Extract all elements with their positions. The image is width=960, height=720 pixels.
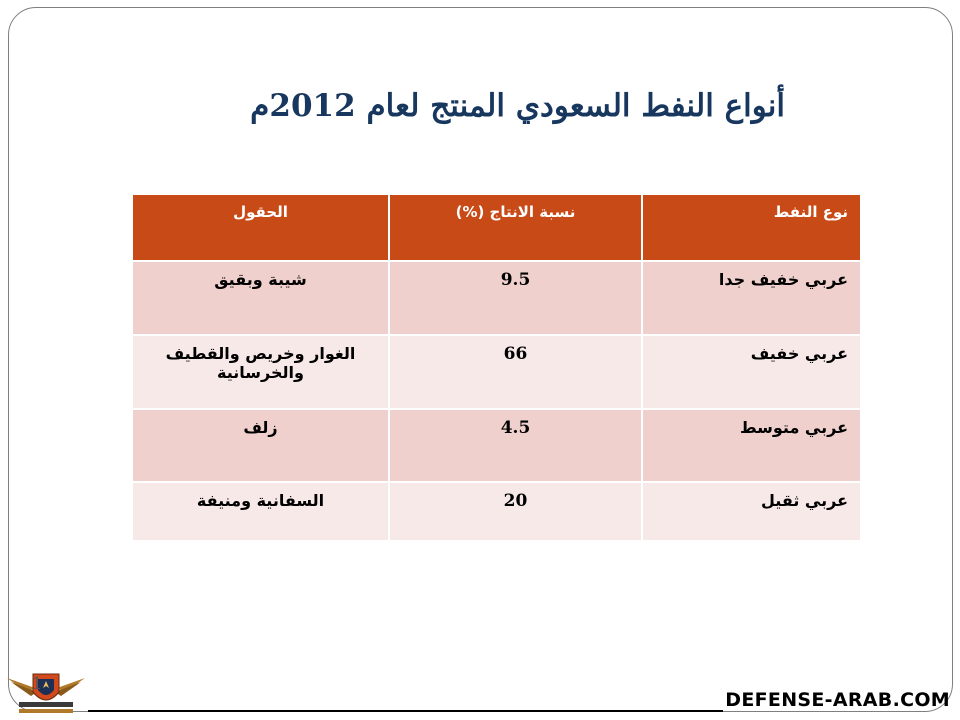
header-fields: الحقول [133, 195, 389, 261]
cell-fields: الغوار وخريص والقطيف والخرسانية [133, 334, 389, 409]
table-row: عربي ثقيل 20 السفانية ومنيفة [133, 481, 860, 540]
header-production-percentage: نسبة الانتاج (%) [388, 195, 642, 261]
slide-title: أنواع النفط السعودي المنتج لعام 2012م [250, 88, 785, 124]
table-row: عربي متوسط 4.5 زلف [133, 408, 860, 482]
cell-fields: شيبة وبقيق [133, 260, 389, 335]
oil-types-table: نوع النفط نسبة الانتاج (%) الحقول عربي خ… [133, 195, 860, 540]
arab-defense-forum-logo-icon [7, 673, 85, 713]
cell-percentage: 66 [388, 334, 642, 409]
cell-oil-type: عربي ثقيل [641, 481, 860, 540]
cell-oil-type: عربي خفيف [641, 334, 860, 409]
page-number: 1 [31, 674, 43, 694]
table-row: عربي خفيف 66 الغوار وخريص والقطيف والخرس… [133, 334, 860, 409]
cell-percentage: 9.5 [388, 260, 642, 335]
cell-fields: زلف [133, 408, 389, 482]
cell-percentage: 4.5 [388, 408, 642, 482]
table-header-row: نوع النفط نسبة الانتاج (%) الحقول [133, 195, 860, 261]
header-oil-type: نوع النفط [641, 195, 860, 261]
table-row: عربي خفيف جدا 9.5 شيبة وبقيق [133, 260, 860, 335]
site-brand: DEFENSE-ARAB.COM [725, 689, 950, 711]
cell-oil-type: عربي متوسط [641, 408, 860, 482]
footer-divider [88, 710, 723, 712]
cell-oil-type: عربي خفيف جدا [641, 260, 860, 335]
cell-fields: السفانية ومنيفة [133, 481, 389, 540]
cell-percentage: 20 [388, 481, 642, 540]
